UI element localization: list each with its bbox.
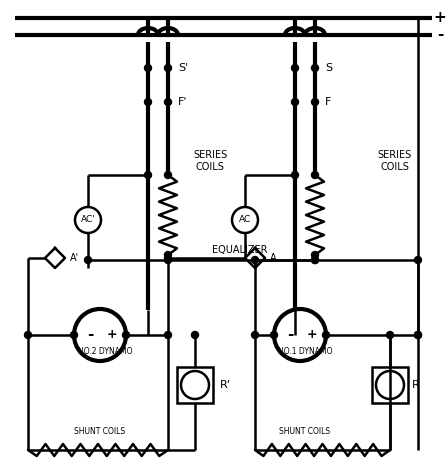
Circle shape bbox=[311, 98, 319, 105]
Circle shape bbox=[414, 331, 422, 338]
Circle shape bbox=[271, 331, 277, 338]
Text: COILS: COILS bbox=[380, 162, 409, 172]
Circle shape bbox=[311, 256, 319, 263]
Circle shape bbox=[164, 171, 172, 178]
Circle shape bbox=[414, 256, 422, 263]
Circle shape bbox=[164, 254, 172, 261]
Text: COILS: COILS bbox=[196, 162, 224, 172]
Text: SERIES: SERIES bbox=[378, 150, 412, 160]
Circle shape bbox=[292, 64, 298, 71]
Text: +: + bbox=[434, 11, 446, 26]
Circle shape bbox=[25, 331, 31, 338]
Text: R: R bbox=[412, 380, 420, 390]
Text: EQUALIZER: EQUALIZER bbox=[212, 245, 268, 255]
Circle shape bbox=[164, 64, 172, 71]
Circle shape bbox=[323, 331, 329, 338]
Circle shape bbox=[387, 331, 393, 338]
Circle shape bbox=[145, 171, 151, 178]
Text: +: + bbox=[307, 329, 317, 342]
Circle shape bbox=[251, 256, 258, 263]
Circle shape bbox=[164, 256, 172, 263]
Circle shape bbox=[414, 331, 422, 338]
Text: +: + bbox=[107, 329, 117, 342]
Circle shape bbox=[164, 98, 172, 105]
Circle shape bbox=[311, 171, 319, 178]
Circle shape bbox=[164, 252, 172, 259]
Circle shape bbox=[145, 64, 151, 71]
Text: AC: AC bbox=[239, 215, 251, 225]
Text: SHUNT COILS: SHUNT COILS bbox=[280, 427, 331, 437]
Circle shape bbox=[145, 98, 151, 105]
Bar bbox=[177, 367, 213, 403]
Text: S: S bbox=[325, 63, 332, 73]
Text: NO.1 DYNAMO: NO.1 DYNAMO bbox=[278, 348, 332, 356]
Text: SERIES: SERIES bbox=[193, 150, 227, 160]
Text: F: F bbox=[325, 97, 332, 107]
Text: S': S' bbox=[178, 63, 188, 73]
Text: A: A bbox=[270, 253, 276, 263]
Text: A': A' bbox=[70, 253, 79, 263]
Text: -: - bbox=[437, 27, 443, 42]
Text: -: - bbox=[287, 328, 293, 343]
Circle shape bbox=[191, 331, 198, 338]
Text: AC': AC' bbox=[81, 215, 95, 225]
Text: -: - bbox=[87, 328, 93, 343]
Circle shape bbox=[251, 331, 258, 338]
Circle shape bbox=[311, 64, 319, 71]
Circle shape bbox=[292, 171, 298, 178]
Circle shape bbox=[311, 256, 319, 263]
Text: NO.2 DYNAMO: NO.2 DYNAMO bbox=[78, 348, 132, 356]
Circle shape bbox=[122, 331, 129, 338]
Bar bbox=[372, 367, 408, 403]
Text: SHUNT COILS: SHUNT COILS bbox=[74, 427, 125, 437]
Text: R': R' bbox=[220, 380, 231, 390]
Circle shape bbox=[292, 98, 298, 105]
Circle shape bbox=[70, 331, 78, 338]
Circle shape bbox=[164, 331, 172, 338]
Circle shape bbox=[311, 252, 319, 259]
Circle shape bbox=[85, 256, 91, 263]
Text: F': F' bbox=[178, 97, 188, 107]
